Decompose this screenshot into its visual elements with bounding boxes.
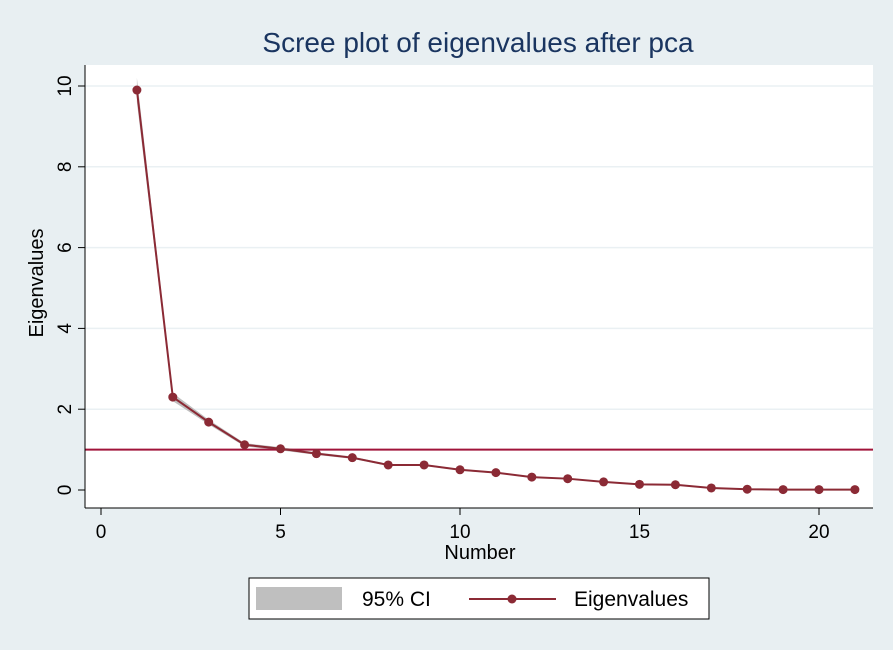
y-tick-label-2: 2 bbox=[55, 404, 76, 415]
legend-ci-swatch bbox=[256, 587, 342, 610]
eigenvalue-point-12 bbox=[527, 472, 537, 482]
eigenvalue-point-5 bbox=[276, 444, 285, 454]
chart-title: Scree plot of eigenvalues after pca bbox=[262, 27, 694, 58]
eigenvalue-point-13 bbox=[563, 474, 573, 484]
eigenvalue-point-21 bbox=[850, 485, 860, 495]
legend-ci-label: 95% CI bbox=[362, 588, 431, 611]
y-axis: 0 2 4 6 8 10 bbox=[55, 65, 86, 508]
x-axis: 0 5 10 15 20 bbox=[85, 507, 873, 543]
eigenvalue-point-2 bbox=[168, 392, 178, 402]
x-tick-label-0: 0 bbox=[96, 522, 107, 543]
x-tick-label-20: 20 bbox=[808, 522, 829, 543]
x-tick-label-15: 15 bbox=[629, 522, 650, 543]
y-tick-label-10: 10 bbox=[55, 75, 76, 96]
y-axis-label: Eigenvalues bbox=[26, 229, 48, 338]
y-tick-label-8: 8 bbox=[55, 162, 76, 173]
eigenvalue-point-9 bbox=[419, 460, 429, 470]
grid-lines bbox=[85, 85, 873, 410]
eigenvalue-point-18 bbox=[742, 484, 752, 494]
y-tick-label-4: 4 bbox=[55, 323, 76, 334]
plot-area bbox=[85, 65, 873, 508]
legend: 95% CI Eigenvalues bbox=[248, 577, 710, 620]
eigenvalue-point-19 bbox=[778, 485, 788, 495]
y-tick-label-6: 6 bbox=[55, 242, 76, 253]
eigenvalue-point-3 bbox=[204, 417, 214, 427]
series-layer bbox=[132, 85, 860, 495]
x-tick-label-5: 5 bbox=[275, 522, 286, 543]
legend-eigen-marker bbox=[507, 594, 517, 604]
eigenvalue-point-14 bbox=[599, 477, 609, 487]
eigenvalue-point-16 bbox=[670, 480, 680, 490]
eigenvalue-point-17 bbox=[706, 483, 716, 493]
eigenvalue-point-10 bbox=[455, 465, 465, 475]
x-axis-label: Number bbox=[444, 542, 515, 564]
eigenvalue-point-11 bbox=[491, 468, 501, 478]
eigenvalue-point-15 bbox=[635, 479, 644, 489]
eigenvalue-point-20 bbox=[814, 485, 824, 495]
y-tick-label-0: 0 bbox=[55, 485, 76, 496]
eigenvalue-point-7 bbox=[347, 453, 357, 463]
eigenvalue-point-1 bbox=[132, 85, 142, 95]
x-tick-label-10: 10 bbox=[449, 522, 470, 543]
eigenvalue-point-8 bbox=[383, 460, 393, 470]
eigenvalue-point-6 bbox=[311, 449, 321, 459]
eigenvalue-point-4 bbox=[240, 440, 250, 450]
legend-eigen-label: Eigenvalues bbox=[574, 588, 688, 611]
